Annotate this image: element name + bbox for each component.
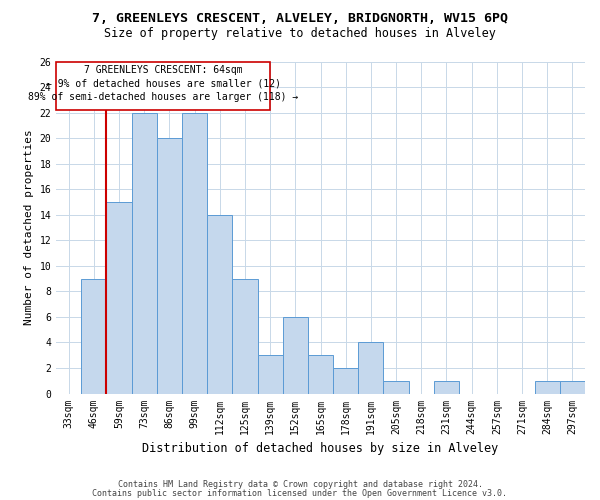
X-axis label: Distribution of detached houses by size in Alveley: Distribution of detached houses by size … (142, 442, 499, 455)
Text: 7 GREENLEYS CRESCENT: 64sqm: 7 GREENLEYS CRESCENT: 64sqm (84, 66, 242, 76)
Bar (560, 381, 585, 394)
Bar (81, 278, 106, 394)
Text: Contains public sector information licensed under the Open Government Licence v3: Contains public sector information licen… (92, 488, 508, 498)
Bar (383, 381, 409, 394)
Bar (434, 381, 459, 394)
Bar (535, 381, 560, 394)
Bar (232, 278, 257, 394)
Text: 89% of semi-detached houses are larger (118) →: 89% of semi-detached houses are larger (… (28, 92, 298, 102)
Bar (308, 355, 333, 394)
Text: Contains HM Land Registry data © Crown copyright and database right 2024.: Contains HM Land Registry data © Crown c… (118, 480, 482, 489)
Y-axis label: Number of detached properties: Number of detached properties (24, 130, 34, 326)
Bar (106, 202, 131, 394)
Bar (157, 138, 182, 394)
Bar (257, 355, 283, 394)
Text: 7, GREENLEYS CRESCENT, ALVELEY, BRIDGNORTH, WV15 6PQ: 7, GREENLEYS CRESCENT, ALVELEY, BRIDGNOR… (92, 12, 508, 26)
Bar (182, 112, 207, 394)
Text: Size of property relative to detached houses in Alveley: Size of property relative to detached ho… (104, 28, 496, 40)
Bar (131, 112, 157, 394)
FancyBboxPatch shape (56, 62, 270, 110)
Text: ← 9% of detached houses are smaller (12): ← 9% of detached houses are smaller (12) (46, 78, 281, 88)
Bar (358, 342, 383, 394)
Bar (333, 368, 358, 394)
Bar (207, 215, 232, 394)
Bar (283, 317, 308, 394)
